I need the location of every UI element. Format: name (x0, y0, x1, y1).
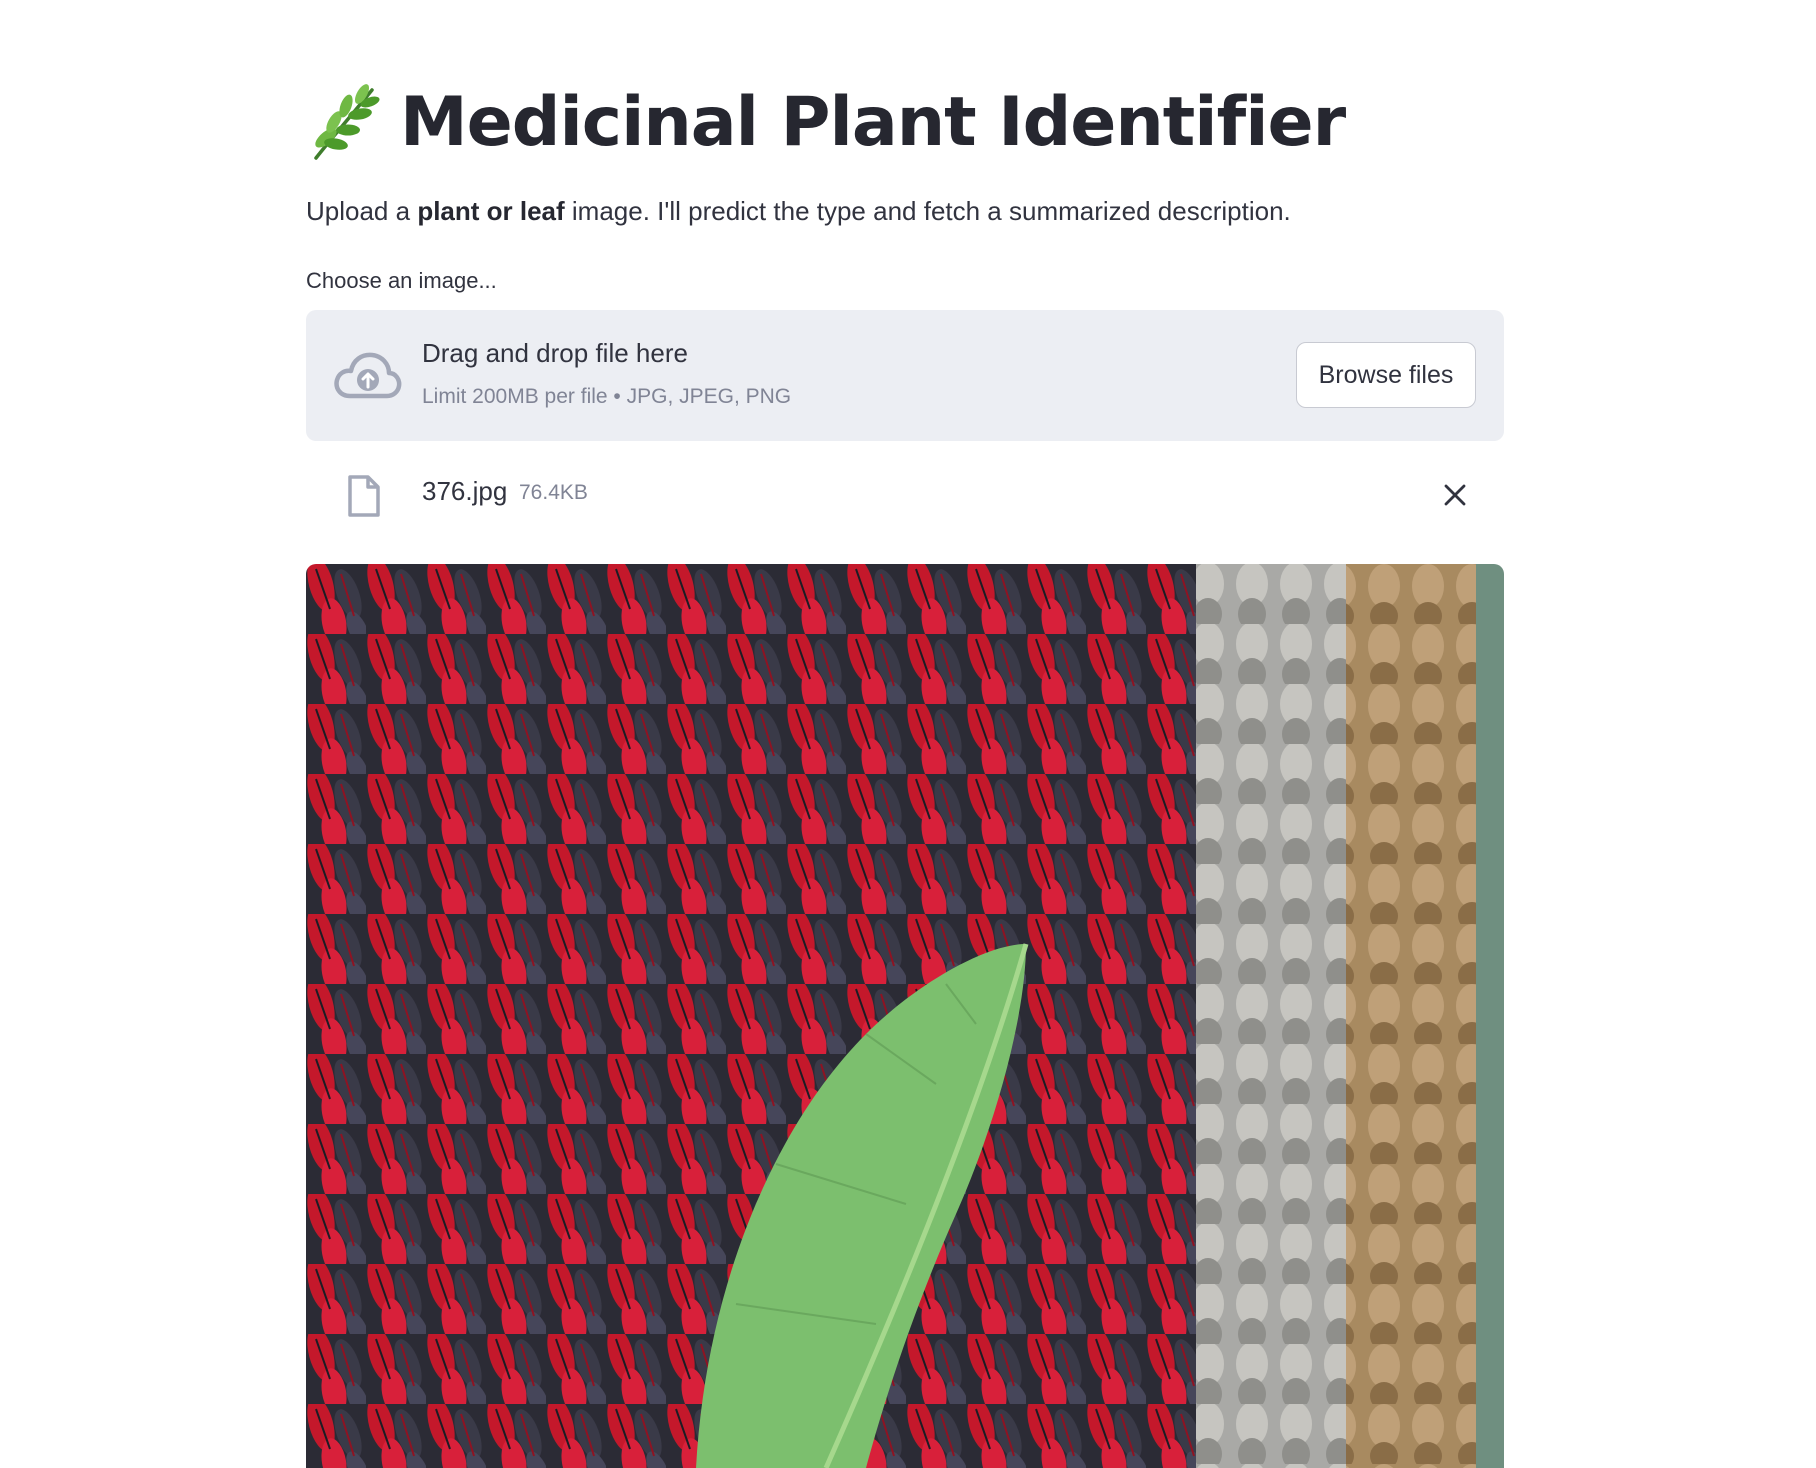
intro-text-end: image. I'll predict the type and fetch a… (564, 196, 1291, 226)
page-title: Medicinal Plant Identifier (400, 82, 1346, 162)
file-dropzone[interactable]: Drag and drop file here Limit 200MB per … (306, 310, 1504, 441)
intro-text-bold: plant or leaf (417, 196, 565, 226)
uploaded-image-preview (306, 564, 1504, 1468)
leaf-photo (306, 564, 1504, 1468)
dropzone-instructions: Drag and drop file here (422, 338, 688, 368)
uploaded-file-name: 376.jpg (422, 476, 508, 506)
herb-icon (314, 84, 380, 160)
intro-text: Upload a plant or leaf image. I'll predi… (306, 196, 1291, 227)
browse-files-button[interactable]: Browse files (1296, 342, 1476, 408)
cloud-upload-icon (334, 352, 402, 399)
file-icon (348, 475, 380, 517)
uploaded-file-size: 76.4KB (519, 481, 588, 504)
page-header: Medicinal Plant Identifier (306, 74, 1346, 170)
dropzone-limit: Limit 200MB per file • JPG, JPEG, PNG (422, 385, 792, 408)
uploader-label: Choose an image... (306, 268, 497, 293)
uploaded-file-row: 376.jpg 76.4KB (306, 468, 1504, 524)
intro-text-start: Upload a (306, 196, 418, 226)
close-icon[interactable] (1440, 480, 1470, 510)
